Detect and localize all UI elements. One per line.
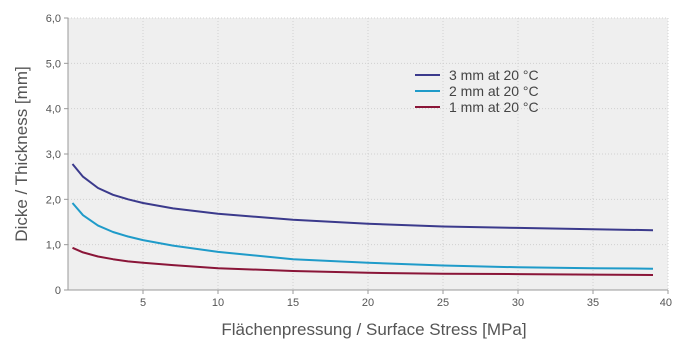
y-tick-label-0: 0 [55,285,61,297]
x-tick-label-4: 25 [437,297,449,309]
series-line-1 [71,202,654,270]
x-tick-label-6: 35 [587,297,599,309]
y-tick-label-2: 2,0 [46,194,61,206]
y-tick-label-6: 6,0 [46,13,61,25]
x-tick-label-0: 5 [140,297,146,309]
x-tick-label-2: 15 [287,297,299,309]
y-axis-label: Dicke / Thickness [mm] [12,66,31,241]
series-line-2 [72,246,654,276]
legend: 3 mm at 20 °C2 mm at 20 °C1 mm at 20 °C [415,67,539,115]
y-tick-label-4: 4,0 [46,104,61,116]
series-line-0 [71,163,654,232]
legend-label-1: 2 mm at 20 °C [449,83,539,99]
y-tick-label-1: 1,0 [46,240,61,252]
x-tick-label-3: 20 [362,297,374,309]
x-axis-label: Flächenpressung / Surface Stress [MPa] [221,320,526,339]
x-tick-label-7: 40 [660,297,672,309]
legend-label-0: 3 mm at 20 °C [449,67,539,83]
y-axis-ticks: 0 1,0 2,0 3,0 4,0 5,0 6,0 [46,13,68,297]
x-axis-ticks: 5 10 15 20 25 30 35 40 [140,290,672,309]
x-tick-label-1: 10 [212,297,224,309]
series-lines [71,163,654,276]
y-tick-label-5: 5,0 [46,58,61,70]
y-tick-label-3: 3,0 [46,149,61,161]
x-tick-label-5: 30 [512,297,524,309]
legend-label-2: 1 mm at 20 °C [449,99,539,115]
